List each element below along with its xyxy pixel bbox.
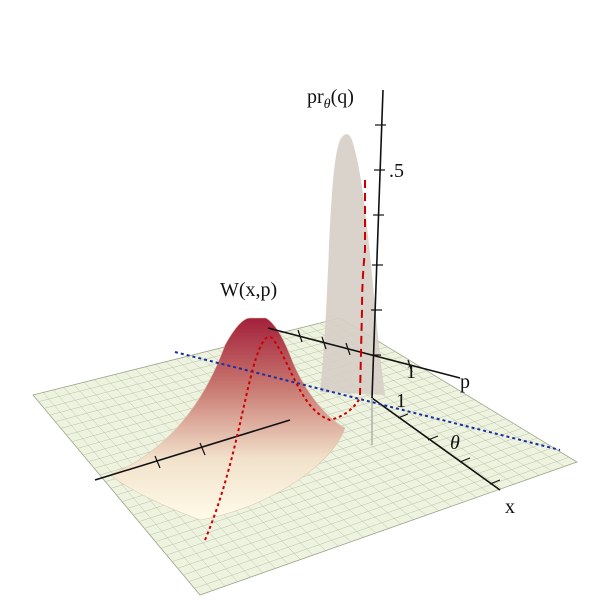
p-axis-negative	[94, 419, 291, 481]
grid-line	[194, 456, 570, 589]
grid-line	[177, 442, 546, 569]
marginal-section	[359, 180, 366, 396]
grid-line	[188, 452, 562, 582]
wigner-peak	[109, 317, 346, 521]
marginal-distribution	[320, 134, 385, 395]
x-tick-label: 1	[396, 390, 406, 412]
p-axis-label: p	[460, 371, 470, 393]
grid-line	[172, 437, 538, 562]
grid-line	[183, 447, 554, 576]
x-axis-label: x	[505, 496, 515, 518]
wigner-section	[204, 335, 361, 541]
marginal-axis	[371, 89, 384, 399]
marginal-tick-label: .5	[389, 160, 404, 182]
marginal-axis-label: prθ(q)	[307, 86, 354, 112]
angle-label: θ	[450, 432, 460, 454]
wigner-label: W(x,p)	[220, 279, 277, 301]
x-axis	[371, 397, 501, 491]
rotated-quadrature-line	[174, 351, 561, 451]
axis-ticks	[154, 124, 501, 485]
p-tick-label: 1	[406, 361, 416, 383]
